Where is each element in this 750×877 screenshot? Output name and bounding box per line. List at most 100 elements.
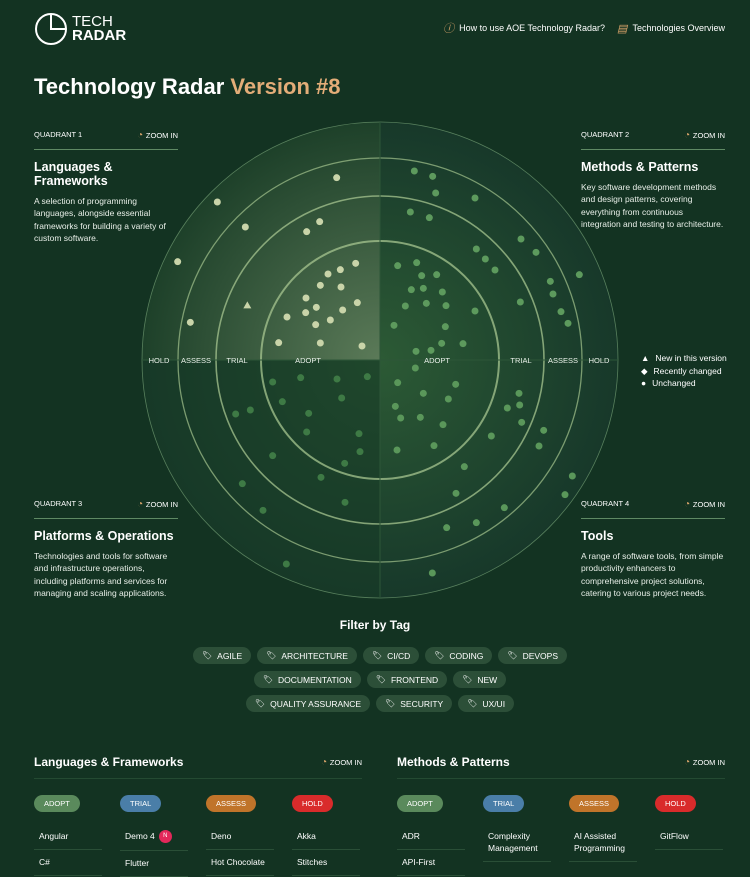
blip[interactable]: [238, 480, 246, 488]
zoom-in-button[interactable]: ZOOM IN: [321, 757, 362, 768]
tag-coding[interactable]: 🏷︎ CODING: [425, 647, 493, 664]
blip[interactable]: [575, 271, 583, 279]
blip[interactable]: [515, 389, 523, 397]
blip[interactable]: [459, 340, 467, 348]
help-link[interactable]: ⓘ How to use AOE Technology Radar?: [443, 20, 605, 36]
blip[interactable]: [391, 402, 399, 410]
blip[interactable]: [460, 463, 468, 471]
blip[interactable]: [516, 298, 524, 306]
blip[interactable]: [442, 302, 450, 310]
technology-item[interactable]: Deno: [206, 824, 274, 850]
blip[interactable]: [302, 294, 310, 302]
blip[interactable]: [338, 394, 346, 402]
blip[interactable]: [397, 414, 405, 422]
zoom-in-button[interactable]: ZOOM IN: [684, 130, 725, 141]
blip[interactable]: [481, 255, 489, 263]
blip[interactable]: [174, 258, 182, 266]
ring-badge[interactable]: TRIAL: [120, 795, 162, 812]
blip[interactable]: [471, 194, 479, 202]
technology-item[interactable]: Complexity Management: [483, 824, 551, 862]
tag-new[interactable]: 🏷︎ NEW: [453, 671, 507, 688]
tag-ux-ui[interactable]: 🏷︎ UX/UI: [458, 695, 515, 712]
blip[interactable]: [472, 519, 480, 527]
blip[interactable]: [241, 223, 249, 231]
blip[interactable]: [549, 290, 557, 298]
blip[interactable]: [232, 410, 240, 418]
technology-item[interactable]: Stitches: [292, 850, 360, 876]
blip[interactable]: [213, 198, 221, 206]
blip[interactable]: [452, 489, 460, 497]
blip[interactable]: [413, 259, 421, 267]
blip[interactable]: [316, 218, 324, 226]
blip[interactable]: [516, 401, 524, 409]
blip[interactable]: [269, 378, 277, 386]
blip[interactable]: [337, 283, 345, 291]
blip[interactable]: [302, 309, 310, 317]
blip-new[interactable]: [243, 301, 252, 309]
blip[interactable]: [540, 426, 548, 434]
blip[interactable]: [557, 308, 565, 316]
blip[interactable]: [352, 259, 360, 267]
blip[interactable]: [428, 569, 436, 577]
logo[interactable]: TECH RADAR: [34, 12, 126, 46]
blip[interactable]: [358, 342, 366, 350]
blip[interactable]: [568, 472, 576, 480]
tag-documentation[interactable]: 🏷︎ DOCUMENTATION: [253, 671, 361, 688]
blip[interactable]: [333, 375, 341, 383]
tag-architecture[interactable]: 🏷︎ ARCHITECTURE: [257, 647, 357, 664]
blip[interactable]: [561, 491, 569, 499]
ring-badge[interactable]: TRIAL: [483, 795, 525, 812]
technology-item[interactable]: Hot Chocolate: [206, 850, 274, 876]
ring-badge[interactable]: ASSESS: [569, 795, 620, 812]
tag-ci-cd[interactable]: 🏷︎ CI/CD: [362, 647, 420, 664]
blip[interactable]: [259, 506, 267, 514]
technology-item[interactable]: GitFlow: [655, 824, 723, 850]
blip[interactable]: [425, 214, 433, 222]
blip[interactable]: [363, 373, 371, 381]
blip[interactable]: [246, 406, 254, 414]
blip[interactable]: [546, 277, 554, 285]
blip[interactable]: [432, 189, 440, 197]
ring-badge[interactable]: ADOPT: [397, 795, 443, 812]
blip[interactable]: [356, 448, 364, 456]
blip[interactable]: [438, 339, 446, 347]
blip[interactable]: [452, 380, 460, 388]
blip[interactable]: [419, 284, 427, 292]
blip[interactable]: [411, 364, 419, 372]
ring-badge[interactable]: HOLD: [292, 795, 333, 812]
technology-item[interactable]: Angular: [34, 824, 102, 850]
blip[interactable]: [427, 346, 435, 354]
zoom-in-button[interactable]: ZOOM IN: [137, 499, 178, 510]
blip[interactable]: [472, 245, 480, 253]
blip[interactable]: [394, 379, 402, 387]
tag-frontend[interactable]: 🏷︎ FRONTEND: [366, 671, 448, 688]
blip[interactable]: [339, 306, 347, 314]
blip[interactable]: [407, 286, 415, 294]
blip[interactable]: [393, 446, 401, 454]
blip[interactable]: [390, 321, 398, 329]
blip[interactable]: [283, 313, 291, 321]
blip[interactable]: [355, 430, 363, 438]
blip[interactable]: [564, 319, 572, 327]
blip[interactable]: [316, 339, 324, 347]
blip[interactable]: [305, 409, 313, 417]
blip[interactable]: [333, 174, 341, 182]
blip[interactable]: [500, 504, 508, 512]
blip[interactable]: [324, 270, 332, 278]
blip[interactable]: [443, 524, 451, 532]
blip[interactable]: [394, 262, 402, 270]
blip[interactable]: [341, 459, 349, 467]
blip[interactable]: [535, 442, 543, 450]
blip[interactable]: [297, 374, 305, 382]
blip[interactable]: [282, 560, 290, 568]
blip[interactable]: [487, 432, 495, 440]
ring-badge[interactable]: ADOPT: [34, 795, 80, 812]
zoom-in-button[interactable]: ZOOM IN: [684, 499, 725, 510]
blip[interactable]: [336, 266, 344, 274]
ring-badge[interactable]: HOLD: [655, 795, 696, 812]
blip[interactable]: [444, 395, 452, 403]
blip[interactable]: [278, 398, 286, 406]
blip[interactable]: [412, 347, 420, 355]
blip[interactable]: [471, 307, 479, 315]
technology-item[interactable]: Akka: [292, 824, 360, 850]
